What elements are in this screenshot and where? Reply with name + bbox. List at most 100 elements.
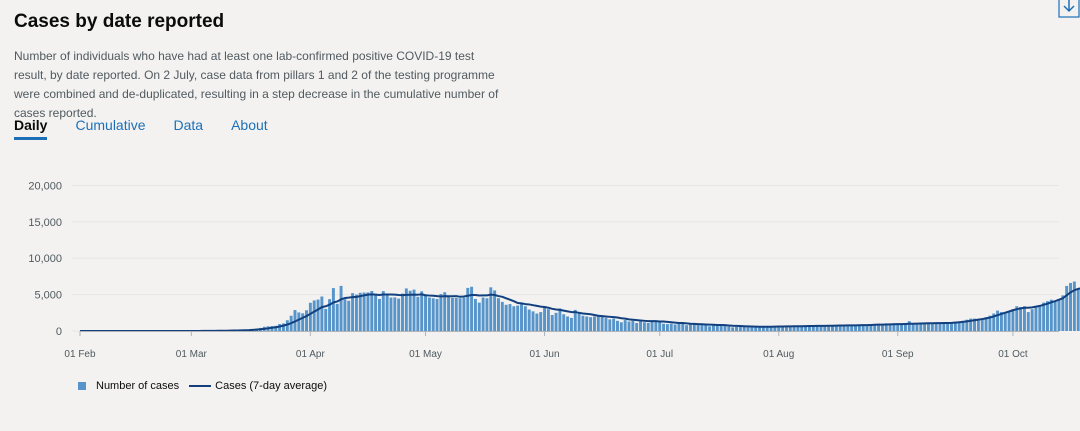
tab-data[interactable]: Data <box>173 117 204 133</box>
bar <box>366 292 370 331</box>
bar <box>443 292 447 331</box>
bar <box>708 326 712 331</box>
bar <box>834 325 838 331</box>
bar <box>282 323 285 331</box>
bar <box>573 309 577 331</box>
bar <box>796 325 800 331</box>
bar <box>562 314 566 331</box>
bar <box>923 323 927 331</box>
bar <box>784 326 788 331</box>
bar <box>339 285 343 331</box>
bar <box>374 293 378 331</box>
tab-daily[interactable]: Daily <box>14 117 48 140</box>
bar <box>316 299 320 331</box>
bar <box>619 322 623 331</box>
bar <box>681 323 685 331</box>
bar <box>324 308 328 331</box>
tab-cumulative[interactable]: Cumulative <box>75 117 146 133</box>
bar <box>589 317 593 331</box>
bar <box>1003 312 1007 331</box>
bar <box>477 302 481 331</box>
bar <box>623 320 627 331</box>
download-icon[interactable] <box>1058 0 1080 18</box>
bar <box>804 325 808 331</box>
bar <box>892 323 896 331</box>
y-tick-label: 5,000 <box>34 290 62 302</box>
bar <box>370 290 374 331</box>
bar <box>884 323 888 331</box>
bar <box>320 296 324 331</box>
bar <box>612 318 616 331</box>
bar <box>616 320 619 331</box>
chart-description: Number of individuals who have had at le… <box>14 49 499 120</box>
bar <box>1026 312 1030 331</box>
bar <box>331 288 335 331</box>
bar <box>385 295 389 331</box>
bar <box>788 325 792 331</box>
bar <box>539 312 543 331</box>
bar <box>996 310 1000 331</box>
bar <box>765 326 769 331</box>
x-tick-label: 01 Feb <box>64 349 96 360</box>
bar <box>1011 309 1015 331</box>
bar <box>554 312 558 331</box>
bar <box>397 298 401 331</box>
bar <box>1030 309 1034 331</box>
bar <box>911 323 915 331</box>
bar <box>566 316 570 331</box>
bar <box>1049 299 1053 331</box>
bar <box>493 290 497 331</box>
bar <box>631 320 635 331</box>
bar <box>984 317 988 331</box>
bar <box>880 324 884 331</box>
bar <box>627 321 631 331</box>
bar <box>381 291 385 331</box>
chart-tabs: Daily Cumulative Data About <box>14 117 268 140</box>
bar <box>328 299 332 331</box>
bar <box>976 320 980 331</box>
bar <box>746 327 750 331</box>
bar <box>735 327 738 331</box>
x-tick-label: 01 May <box>409 349 442 360</box>
x-tick-label: 01 Oct <box>998 349 1028 360</box>
bar <box>934 323 938 331</box>
bar <box>1076 288 1080 331</box>
bar <box>412 289 416 331</box>
bar <box>608 319 612 331</box>
bar <box>731 327 735 331</box>
bar <box>715 324 719 331</box>
bar <box>408 290 412 331</box>
chart-legend: Number of cases Cases (7-day average) <box>78 380 327 392</box>
bar <box>297 312 301 331</box>
tab-about[interactable]: About <box>231 117 268 133</box>
bar <box>535 313 539 331</box>
bar <box>593 316 596 331</box>
bar <box>450 297 454 331</box>
bar <box>727 326 731 331</box>
bar <box>992 313 996 331</box>
bar <box>815 325 819 331</box>
bar <box>596 315 600 331</box>
bar <box>358 292 362 331</box>
bar <box>1046 301 1049 331</box>
bar <box>335 303 339 331</box>
bar <box>362 292 366 331</box>
legend-line-swatch <box>189 385 212 387</box>
bar <box>1072 281 1076 331</box>
bar <box>420 291 424 331</box>
y-tick-label: 20,000 <box>28 180 62 192</box>
bar <box>857 324 861 331</box>
bar <box>738 326 742 331</box>
bar <box>454 297 458 331</box>
bar <box>427 297 431 331</box>
bar <box>1065 285 1069 331</box>
bar <box>650 321 654 331</box>
legend-bars-label: Number of cases <box>96 380 180 392</box>
bar <box>305 310 308 331</box>
y-tick-label: 0 <box>56 326 62 338</box>
bar <box>669 323 673 331</box>
bar <box>489 287 493 331</box>
bar <box>915 323 919 331</box>
bar <box>1042 302 1046 331</box>
bar <box>527 309 531 331</box>
